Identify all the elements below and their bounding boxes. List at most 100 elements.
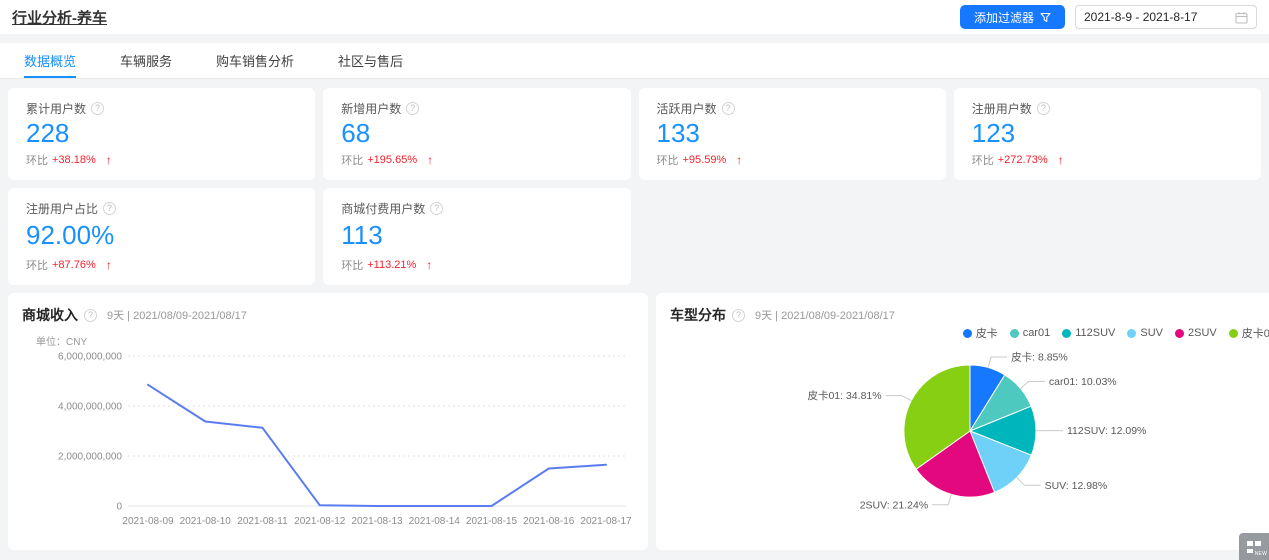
help-icon[interactable]: ? (84, 308, 97, 322)
help-icon[interactable]: ? (406, 102, 420, 115)
main-content: 累计用户数 ? 228 环比 +38.18% ↑ 新增用户数 ? 68 环比 +… (0, 79, 1269, 550)
pie-label-leader-line (885, 395, 912, 402)
stat-compare: 环比 +87.76% ↑ (26, 257, 297, 273)
filter-funnel-icon (1040, 12, 1051, 22)
legend-item-112SUV[interactable]: 112SUV (1062, 327, 1115, 339)
tab-bar: 数据概览 车辆服务 购车销售分析 社区与售后 (0, 43, 1269, 79)
legend-dot (1127, 328, 1137, 338)
stat-card: 活跃用户数 ? 133 环比 +95.59% ↑ (638, 88, 946, 180)
compare-label: 环比 (341, 155, 364, 167)
up-arrow-icon: ↑ (1057, 153, 1064, 167)
stat-title-text: 注册用户占比 (26, 202, 99, 216)
stat-card-title: 注册用户数 ? (972, 100, 1243, 117)
x-axis-tick-label: 2021-08-16 (523, 516, 575, 527)
pie-slice-label: 112SUV: 12.09% (1067, 425, 1146, 437)
tab-4[interactable]: 社区与售后 (338, 54, 404, 69)
stat-value: 133 (656, 117, 700, 148)
legend-item-2SUV[interactable]: 2SUV (1175, 327, 1217, 339)
pie-label-leader-line (1020, 380, 1045, 389)
date-range-value: 2021-8-9 - 2021-8-17 (1084, 10, 1198, 24)
stat-card-title: 累计用户数 ? (26, 100, 297, 117)
x-axis-tick-label: 2021-08-17 (580, 516, 632, 527)
stat-compare: 环比 +95.59% ↑ (657, 152, 928, 168)
x-axis-tick-label: 2021-08-11 (237, 516, 288, 527)
y-axis-tick-label: 0 (116, 502, 122, 513)
legend-label: SUV (1140, 327, 1163, 339)
help-icon[interactable]: ? (1036, 102, 1050, 115)
stat-value: 228 (26, 117, 70, 148)
pie-slice-label: 皮卡: 8.85% (1011, 350, 1068, 363)
legend-label: 皮卡01 (1241, 328, 1269, 340)
stat-compare: 环比 +272.73% ↑ (972, 152, 1243, 168)
stat-card: 新增用户数 ? 68 环比 +195.65% ↑ (323, 88, 631, 180)
stat-compare: 环比 +113.21% ↑ (341, 257, 612, 273)
mall-revenue-chart-card: 商城收入 ? 9天 | 2021/08/09-2021/08/17 单位：CNY… (8, 293, 648, 550)
tab-1[interactable]: 数据概览 (24, 43, 77, 78)
help-icon[interactable]: ? (430, 202, 444, 215)
page-title: 行业分析-养车 (12, 9, 107, 27)
compare-value: +87.76% (52, 259, 96, 271)
y-axis-tick-label: 4,000,000,000 (58, 402, 122, 413)
up-arrow-icon: ↑ (105, 153, 112, 167)
stat-card: 注册用户数 ? 123 环比 +272.73% ↑ (953, 88, 1261, 180)
revenue-chart-header: 商城收入 ? 9天 | 2021/08/09-2021/08/17 (22, 305, 634, 325)
unit-label: 单位：CNY (36, 337, 88, 348)
pie-slice-label: 2SUV: 21.24% (860, 499, 929, 511)
stat-card: 商城付费用户数 ? 113 环比 +113.21% ↑ (323, 188, 631, 285)
help-icon[interactable]: ? (91, 102, 105, 115)
legend-dot (1175, 328, 1184, 338)
compare-value: +113.21% (367, 259, 417, 271)
help-icon[interactable]: ? (103, 202, 117, 215)
stat-title-text: 商城付费用户数 (341, 202, 426, 216)
stat-title-text: 活跃用户数 (656, 102, 717, 116)
x-axis-tick-label: 2021-08-12 (294, 516, 346, 527)
date-range-picker[interactable]: 2021-8-9 - 2021-8-17 (1075, 5, 1257, 29)
header-toolbar: 添加过滤器 2021-8-9 - 2021-8-17 (959, 5, 1257, 29)
qr-code-icon (1247, 540, 1261, 553)
stat-card-title: 注册用户占比 ? (26, 200, 297, 217)
compare-label: 环比 (26, 260, 48, 272)
revenue-chart-subtitle: 9天 | 2021/08/09-2021/08/17 (107, 310, 247, 322)
compare-value: +38.18% (52, 154, 96, 166)
legend-item-car01[interactable]: car01 (1009, 327, 1050, 339)
vehicle-distribution-chart-card: 车型分布 ? 9天 | 2021/08/09-2021/08/17 皮卡 car0… (656, 293, 1269, 550)
tab-2[interactable]: 车辆服务 (120, 54, 173, 69)
legend-label: 2SUV (1188, 327, 1217, 339)
distribution-chart-header: 车型分布 ? 9天 | 2021/08/09-2021/08/17 (670, 305, 1269, 325)
add-filter-button[interactable]: 添加过滤器 (959, 5, 1065, 29)
help-icon[interactable]: ? (721, 102, 735, 115)
x-axis-tick-label: 2021-08-13 (351, 516, 403, 527)
distribution-chart-subtitle: 9天 | 2021/08/09-2021/08/17 (755, 310, 895, 322)
stat-value: 68 (341, 117, 371, 148)
calendar-icon (1235, 11, 1248, 24)
legend-item-SUV[interactable]: SUV (1127, 327, 1163, 339)
add-filter-label: 添加过滤器 (973, 10, 1034, 25)
stat-title-text: 新增用户数 (341, 102, 402, 116)
legend-item-皮卡01[interactable]: 皮卡01 (1228, 325, 1269, 341)
distribution-chart-title: 车型分布 (670, 307, 726, 323)
y-axis-tick-label: 6,000,000,000 (58, 352, 122, 363)
up-arrow-icon: ↑ (426, 258, 433, 272)
charts-row: 商城收入 ? 9天 | 2021/08/09-2021/08/17 单位：CNY… (8, 293, 1269, 550)
pie-label-leader-line (987, 356, 1008, 368)
tab-3[interactable]: 购车销售分析 (216, 54, 295, 69)
x-axis-tick-label: 2021-08-09 (122, 516, 174, 527)
page-header: 行业分析-养车 添加过滤器 2021-8-9 - 2021-8-17 (0, 0, 1269, 34)
legend-label: 皮卡 (975, 328, 998, 340)
stat-value: 113 (341, 220, 383, 250)
pie-slice-label: car01: 10.03% (1049, 376, 1117, 388)
legend-dot (1228, 328, 1238, 338)
help-icon[interactable]: ? (732, 308, 745, 322)
stat-cards-grid: 累计用户数 ? 228 环比 +38.18% ↑ 新增用户数 ? 68 环比 +… (8, 88, 1261, 285)
y-axis-tick-label: 2,000,000,000 (58, 452, 122, 463)
legend-dot (962, 328, 972, 338)
compare-label: 环比 (971, 155, 994, 167)
legend-item-皮卡[interactable]: 皮卡 (962, 325, 998, 341)
compare-label: 环比 (341, 260, 364, 272)
revenue-line-series (147, 383, 607, 507)
stat-card: 注册用户占比 ? 92.00% 环比 +87.76% ↑ (8, 188, 316, 285)
legend-label: 112SUV (1075, 327, 1116, 339)
widget-launcher-button[interactable]: NEW (1239, 533, 1269, 560)
stat-title-text: 注册用户数 (971, 102, 1032, 116)
